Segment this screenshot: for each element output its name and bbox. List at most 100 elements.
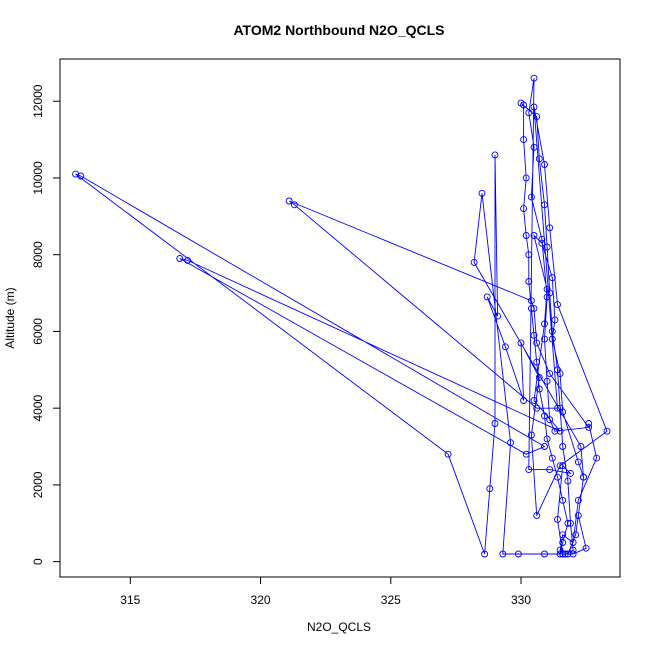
data-point — [559, 496, 567, 504]
data-point — [520, 397, 528, 404]
data-point — [530, 74, 538, 82]
data-point — [603, 427, 611, 435]
data-point — [533, 404, 541, 412]
data-point — [541, 201, 548, 209]
data-point — [543, 285, 551, 293]
y-axis: 0 2000 4000 6000 8000 10000 12000 — [31, 84, 61, 565]
data-point — [527, 304, 535, 312]
data-point — [554, 515, 561, 523]
series-layer — [72, 74, 611, 558]
data-point — [538, 235, 546, 243]
data-point — [525, 251, 533, 259]
x-axis-label: N2O_QCLS — [307, 620, 371, 634]
data-point — [481, 550, 489, 558]
y-tick-label: 8000 — [31, 241, 45, 268]
data-point — [556, 550, 564, 558]
data-point — [564, 519, 572, 527]
data-point — [574, 458, 582, 466]
data-point — [522, 450, 530, 458]
data-point — [527, 431, 535, 439]
data-point — [525, 466, 533, 474]
data-point — [491, 420, 499, 427]
y-tick-label: 6000 — [31, 318, 45, 345]
data-point — [559, 531, 567, 539]
data-point — [543, 293, 551, 301]
data-point — [541, 320, 548, 328]
data-point — [533, 358, 541, 366]
data-point — [551, 316, 559, 324]
data-point — [499, 550, 507, 558]
data-point — [569, 550, 577, 558]
data-point — [541, 335, 548, 343]
data-point — [444, 450, 452, 458]
data-point — [520, 136, 528, 144]
data-point — [494, 312, 502, 320]
data-point — [548, 454, 556, 462]
data-point — [554, 301, 561, 309]
y-tick-label: 4000 — [31, 395, 45, 422]
data-point — [491, 151, 499, 159]
data-point — [527, 297, 535, 305]
data-point — [556, 370, 564, 378]
data-point — [520, 205, 528, 213]
y-axis-label: Altitude (m) — [3, 287, 17, 348]
data-point — [176, 255, 184, 262]
data-point — [483, 293, 491, 301]
data-point — [585, 420, 593, 427]
data-point — [546, 416, 554, 424]
data-point — [541, 412, 548, 420]
data-point — [501, 343, 509, 351]
data-point — [535, 374, 543, 381]
data-point — [548, 327, 556, 335]
data-point — [530, 397, 538, 404]
data-point — [546, 370, 554, 378]
data-point — [541, 550, 548, 558]
x-tick-label: 325 — [381, 593, 401, 607]
data-point — [593, 454, 601, 462]
data-point — [554, 404, 561, 412]
data-point — [556, 546, 564, 554]
data-point — [572, 531, 580, 539]
data-point — [290, 201, 298, 209]
data-point — [517, 99, 525, 107]
series-line — [75, 78, 608, 555]
y-tick-label: 10000 — [31, 161, 45, 195]
data-point — [285, 197, 293, 205]
data-point — [530, 103, 538, 111]
data-point — [559, 408, 567, 416]
y-tick-label: 2000 — [31, 471, 45, 498]
data-point — [556, 462, 564, 470]
data-point — [567, 469, 574, 477]
data-point — [556, 427, 564, 435]
x-axis: 315 320 325 330 — [120, 576, 531, 607]
data-point — [582, 544, 590, 552]
data-point — [564, 550, 572, 558]
data-point — [567, 519, 574, 527]
x-tick-label: 315 — [120, 593, 140, 607]
data-point — [564, 477, 572, 485]
data-point — [184, 256, 192, 264]
data-point — [535, 385, 543, 393]
data-point — [561, 550, 569, 558]
data-point — [533, 512, 541, 520]
data-point — [470, 258, 478, 266]
x-tick-label: 320 — [251, 593, 271, 607]
data-point — [543, 435, 551, 443]
data-point — [541, 443, 548, 450]
data-point — [580, 473, 587, 481]
data-point — [585, 423, 593, 431]
data-point — [559, 443, 567, 450]
data-point — [543, 377, 551, 385]
data-point — [522, 174, 530, 182]
data-point — [538, 239, 546, 247]
data-point — [548, 274, 556, 282]
data-point — [559, 462, 567, 470]
data-point — [548, 335, 556, 343]
x-tick-label: 330 — [511, 593, 531, 607]
data-point — [507, 439, 515, 447]
data-point — [530, 331, 538, 339]
data-point — [569, 546, 577, 554]
data-point — [546, 224, 554, 232]
data-point — [522, 232, 530, 239]
